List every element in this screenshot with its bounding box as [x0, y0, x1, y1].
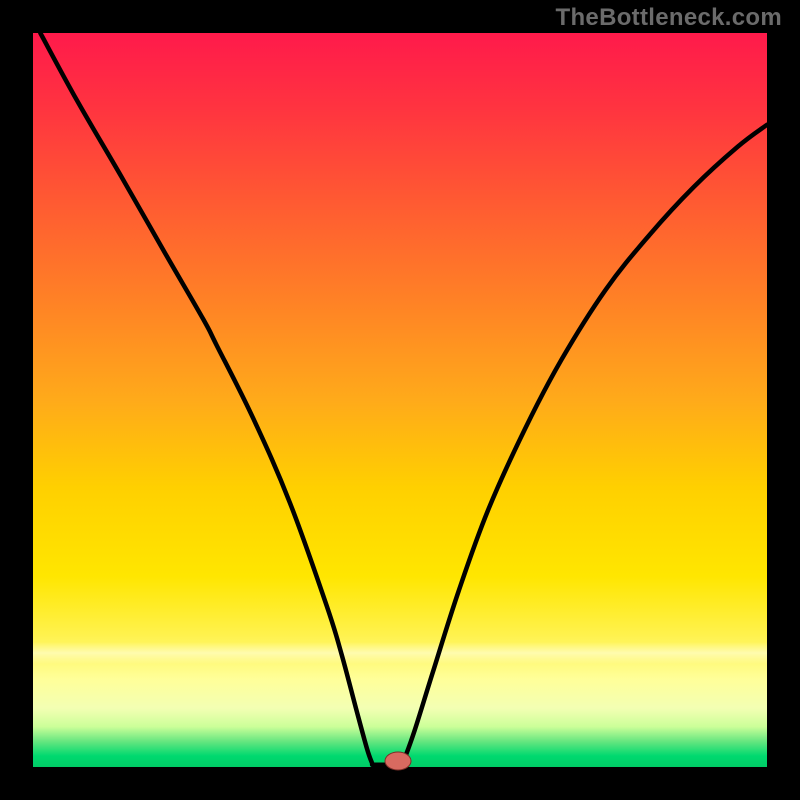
- chart-outer-frame: TheBottleneck.com: [0, 0, 800, 800]
- optimal-point-marker: [384, 752, 411, 771]
- bottleneck-curve: [33, 33, 767, 767]
- watermark-label: TheBottleneck.com: [556, 4, 782, 32]
- plot-area: [33, 33, 767, 767]
